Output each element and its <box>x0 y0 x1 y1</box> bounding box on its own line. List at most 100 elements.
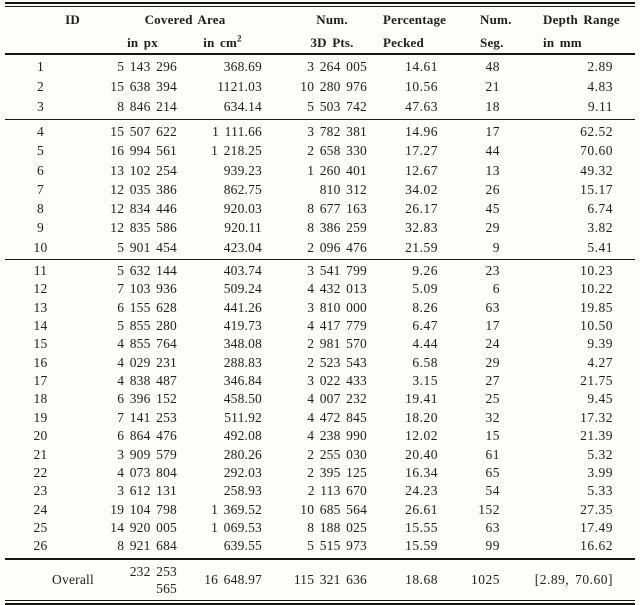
cell-area-cm2: 492.08 <box>223 428 263 444</box>
cell-area-px: 12 834 446 <box>110 201 177 217</box>
overall-row: Overall 232 253 565 16 648.97 115 321 636 18… <box>5 559 635 600</box>
cell-3d-points: 4 472 845 <box>307 409 368 425</box>
top-double-rule <box>5 2 635 7</box>
cell-percentage-pecked: 47.63 <box>405 99 439 114</box>
cell-percentage-pecked: 26.17 <box>405 201 439 217</box>
cell-id: 4 <box>37 124 44 139</box>
cell-area-px: 15 507 622 <box>110 124 177 139</box>
cell-num-segments: 54 <box>485 483 501 499</box>
table-row: 2 15 638 394 1121.03 10 280 976 10.56 21 4.83 <box>5 77 635 97</box>
cell-num-segments: 24 <box>485 336 501 352</box>
cell-num-segments: 17 <box>485 124 501 139</box>
cell-depth-range: 27.35 <box>580 501 614 517</box>
cell-id: 10 <box>33 239 48 255</box>
cell-area-cm2: 458.50 <box>223 391 263 407</box>
cell-num-segments: 32 <box>485 409 501 425</box>
cell-depth-range: [2.89, 70.60] <box>534 572 614 588</box>
cell-area-cm2: 920.03 <box>223 201 263 217</box>
cell-percentage-pecked: 19.41 <box>405 391 439 407</box>
table-row: 11 5 632 144 403.74 3 541 799 9.26 23 10.23 <box>5 260 635 281</box>
cell-depth-range: 4.83 <box>587 79 614 94</box>
cell-3d-points: 810 312 <box>319 181 368 197</box>
header-in-px: in px <box>127 35 158 50</box>
cell-num-segments: 21 <box>485 79 501 94</box>
cell-area-px: 5 855 280 <box>117 318 177 334</box>
cell-3d-points: 2 523 543 <box>307 354 368 370</box>
cell-percentage-pecked: 15.55 <box>405 519 439 535</box>
cell-area-px: 4 838 487 <box>117 373 177 389</box>
cell-percentage-pecked: 12.67 <box>405 162 439 178</box>
cell-3d-points: 2 113 670 <box>307 483 368 499</box>
cell-depth-range: 70.60 <box>580 143 614 159</box>
cell-area-cm2: 1 369.52 <box>211 501 263 517</box>
cell-percentage-pecked: 12.02 <box>405 428 439 444</box>
cell-depth-range: 49.32 <box>580 162 614 178</box>
cell-depth-range: 2.89 <box>587 59 614 74</box>
cell-num-segments: 99 <box>485 538 501 554</box>
cell-3d-points: 2 096 476 <box>307 239 368 255</box>
cell-area-cm2: 1 069.53 <box>211 519 263 535</box>
cell-depth-range: 9.11 <box>587 99 614 114</box>
cell-area-cm2: 939.23 <box>223 162 263 178</box>
cell-area-cm2: 441.26 <box>223 299 263 315</box>
cell-area-px: 6 864 476 <box>117 428 177 444</box>
cell-area-px: 6 396 152 <box>117 391 177 407</box>
cell-3d-points: 2 255 030 <box>307 446 368 462</box>
cell-id: 7 <box>37 181 44 197</box>
cell-id: 3 <box>37 99 44 114</box>
cell-percentage-pecked: 6.47 <box>412 318 439 334</box>
cell-depth-range: 10.50 <box>580 318 614 334</box>
cell-area-cm2: 509.24 <box>223 281 263 297</box>
cell-num-segments: 61 <box>485 446 501 462</box>
table-row: 6 13 102 254 939.23 1 260 401 12.67 13 49.32 <box>5 161 635 180</box>
cell-id: 16 <box>33 354 48 370</box>
cell-3d-points: 5 503 742 <box>307 99 368 114</box>
cell-depth-range: 21.39 <box>580 428 614 444</box>
cell-area-cm2: 346.84 <box>223 373 263 389</box>
cell-area-px: 19 104 798 <box>110 501 177 517</box>
cell-area-cm2: 368.69 <box>223 59 263 74</box>
cell-depth-range: 10.22 <box>580 281 614 297</box>
cell-area-px: 4 073 804 <box>117 464 177 480</box>
cell-area-px: 7 103 936 <box>117 281 177 297</box>
header-covered-area: Covered Area <box>144 12 226 27</box>
cell-id: 12 <box>33 281 48 297</box>
cell-depth-range: 5.33 <box>587 483 614 499</box>
cell-area-cm2: 1 111.66 <box>212 124 263 139</box>
cell-area-px: 13 102 254 <box>110 162 177 178</box>
cell-percentage-pecked: 4.44 <box>412 336 439 352</box>
cell-percentage-pecked: 8.26 <box>412 299 439 315</box>
cell-3d-points: 10 685 564 <box>300 501 368 517</box>
cell-depth-range: 9.45 <box>587 391 614 407</box>
header-3d-pts: 3D Pts. <box>310 35 354 50</box>
cell-area-px: 5 632 144 <box>117 263 177 279</box>
cell-area-cm2: 511.92 <box>224 409 263 425</box>
bottom-double-rule <box>5 599 635 605</box>
cell-area-px: 15 638 394 <box>110 79 177 94</box>
cell-3d-points: 2 658 330 <box>307 143 368 159</box>
cell-area-px: 12 035 386 <box>110 181 177 197</box>
row-group-2: 4 15 507 622 1 111.66 3 782 381 14.96 17 62.52… <box>5 119 636 260</box>
cell-depth-range: 5.41 <box>587 239 614 255</box>
cell-3d-points: 10 280 976 <box>300 79 368 94</box>
cell-percentage-pecked: 26.61 <box>405 501 439 517</box>
header-percentage: Percentage <box>383 12 447 27</box>
header-pecked: Pecked <box>383 35 424 50</box>
cell-area-px: 16 994 561 <box>110 143 177 159</box>
cell-depth-range: 16.62 <box>580 538 614 554</box>
table-row: 21 3 909 579 280.26 2 255 030 20.40 61 5.32 <box>5 446 635 464</box>
cell-percentage-pecked: 32.83 <box>405 220 439 236</box>
cell-id: 20 <box>33 428 48 444</box>
cell-3d-points: 5 515 973 <box>307 538 368 554</box>
cell-3d-points: 3 810 000 <box>307 299 368 315</box>
cell-percentage-pecked: 3.15 <box>412 373 439 389</box>
cell-3d-points: 2 981 570 <box>307 336 368 352</box>
cell-depth-range: 19.85 <box>580 299 614 315</box>
measurements-table: ID Covered Area Num. Percentage Num. Dep… <box>5 7 636 600</box>
cell-num-segments: 29 <box>485 220 501 236</box>
cell-depth-range: 21.75 <box>580 373 614 389</box>
header-in-cm2: in cm2 <box>180 30 265 54</box>
table-row: 4 15 507 622 1 111.66 3 782 381 14.96 17 62.52 <box>5 120 635 142</box>
cell-depth-range: 62.52 <box>580 124 614 139</box>
cell-num-segments: 27 <box>485 373 501 389</box>
